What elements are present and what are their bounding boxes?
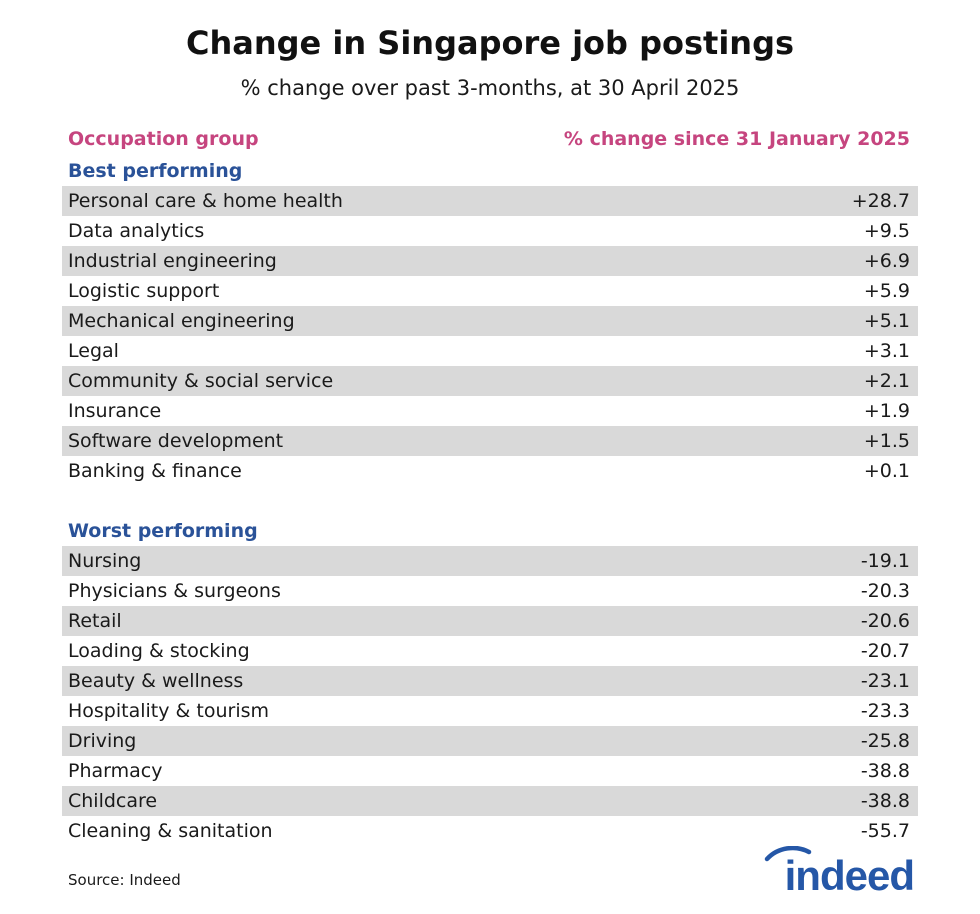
row-value: -55.7 xyxy=(860,820,910,842)
indeed-logo-arc xyxy=(764,846,812,862)
table-header: Occupation group % change since 31 Janua… xyxy=(62,126,918,156)
row-label: Nursing xyxy=(68,550,142,572)
table-row: Hospitality & tourism -23.3 xyxy=(62,696,918,726)
data-table: Occupation group % change since 31 Janua… xyxy=(62,126,918,846)
section-heading: Best performing xyxy=(68,160,243,182)
row-label: Physicians & surgeons xyxy=(68,580,281,602)
row-value: +9.5 xyxy=(863,220,910,242)
header-percent-change: % change since 31 January 2025 xyxy=(563,128,910,150)
row-label: Cleaning & sanitation xyxy=(68,820,273,842)
table-row: Community & social service +2.1 xyxy=(62,366,918,396)
row-label: Industrial engineering xyxy=(68,250,277,272)
row-label: Childcare xyxy=(68,790,158,812)
table-row: Beauty & wellness -23.1 xyxy=(62,666,918,696)
row-value: -23.1 xyxy=(860,670,910,692)
row-value: +28.7 xyxy=(851,190,910,212)
row-value: +1.5 xyxy=(863,430,910,452)
table-row: Software development +1.5 xyxy=(62,426,918,456)
table-row: Banking & finance +0.1 xyxy=(62,456,918,486)
row-value: -20.7 xyxy=(860,640,910,662)
row-label: Community & social service xyxy=(68,370,334,392)
row-label: Retail xyxy=(68,610,122,632)
row-value: -38.8 xyxy=(860,790,910,812)
row-label: Pharmacy xyxy=(68,760,163,782)
row-value: +0.1 xyxy=(863,460,910,482)
row-label: Data analytics xyxy=(68,220,205,242)
row-value: -23.3 xyxy=(860,700,910,722)
row-value: +3.1 xyxy=(863,340,910,362)
source-note: Source: Indeed xyxy=(68,871,181,889)
table-row: Mechanical engineering +5.1 xyxy=(62,306,918,336)
table-row: Physicians & surgeons -20.3 xyxy=(62,576,918,606)
row-label: Software development xyxy=(68,430,284,452)
row-value: +6.9 xyxy=(863,250,910,272)
table-row: Loading & stocking -20.7 xyxy=(62,636,918,666)
table-row: Data analytics +9.5 xyxy=(62,216,918,246)
chart-subtitle: % change over past 3-months, at 30 April… xyxy=(240,76,740,100)
row-value: -20.3 xyxy=(860,580,910,602)
table-row: Retail -20.6 xyxy=(62,606,918,636)
row-label: Beauty & wellness xyxy=(68,670,244,692)
row-value: -20.6 xyxy=(860,610,910,632)
row-label: Hospitality & tourism xyxy=(68,700,270,722)
table-row: Driving -25.8 xyxy=(62,726,918,756)
row-value: -19.1 xyxy=(860,550,910,572)
table-row: Insurance +1.9 xyxy=(62,396,918,426)
row-label: Mechanical engineering xyxy=(68,310,295,332)
row-value: -38.8 xyxy=(860,760,910,782)
row-value: +5.1 xyxy=(863,310,910,332)
row-label: Logistic support xyxy=(68,280,220,302)
header-occupation-group: Occupation group xyxy=(68,128,259,150)
table-row: Nursing -19.1 xyxy=(62,546,918,576)
row-value: +1.9 xyxy=(863,400,910,422)
row-label: Loading & stocking xyxy=(68,640,250,662)
chart-title: Change in Singapore job postings xyxy=(185,24,795,62)
row-label: Legal xyxy=(68,340,119,362)
section-heading: Worst performing xyxy=(68,520,258,542)
table-row: Personal care & home health +28.7 xyxy=(62,186,918,216)
table-row: Legal +3.1 xyxy=(62,336,918,366)
row-value: +5.9 xyxy=(863,280,910,302)
row-label: Driving xyxy=(68,730,137,752)
table-row: Industrial engineering +6.9 xyxy=(62,246,918,276)
row-value: +2.1 xyxy=(863,370,910,392)
table-row: Childcare -38.8 xyxy=(62,786,918,816)
row-value: -25.8 xyxy=(860,730,910,752)
row-label: Personal care & home health xyxy=(68,190,343,212)
section-gap xyxy=(62,486,918,516)
row-label: Insurance xyxy=(68,400,162,422)
indeed-logo-text: indeed xyxy=(785,852,914,896)
table-row: Logistic support +5.9 xyxy=(62,276,918,306)
indeed-logo: indeed xyxy=(764,846,915,896)
table-row: Cleaning & sanitation -55.7 xyxy=(62,816,918,846)
table-row: Pharmacy -38.8 xyxy=(62,756,918,786)
row-label: Banking & finance xyxy=(68,460,242,482)
